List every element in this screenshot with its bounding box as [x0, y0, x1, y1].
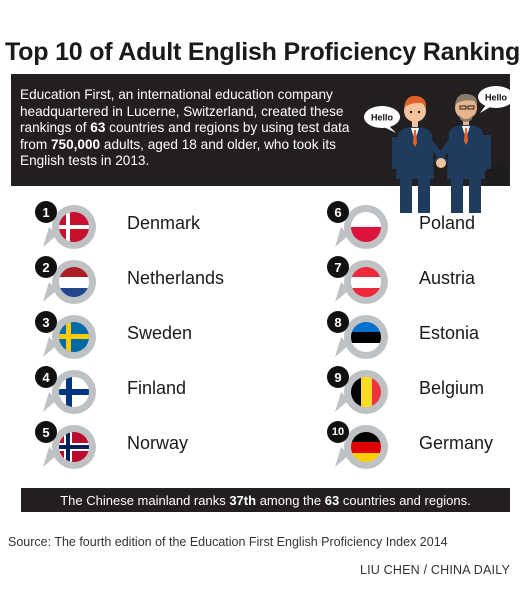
rank-number: 3 — [35, 311, 57, 333]
rank-number: 7 — [327, 256, 349, 278]
rank-number: 1 — [35, 201, 57, 223]
handshake-illustration: Hello Hello — [364, 86, 514, 213]
speech-right-text: Hello — [485, 93, 508, 103]
flag-denmark-icon — [43, 205, 96, 249]
china-rank-bar: The Chinese mainland ranks 37th among th… — [21, 488, 510, 512]
rank-number: 5 — [35, 421, 57, 443]
country-name: Estonia — [419, 323, 480, 343]
footer-text-post: countries and regions. — [342, 492, 471, 508]
man-left-figure — [392, 95, 448, 213]
intro-line-5: English tests in 2013. — [20, 153, 150, 168]
speech-bubble-left: Hello — [364, 106, 400, 133]
rank-number: 10 — [327, 421, 349, 443]
country-name: Norway — [127, 433, 189, 453]
rank-number: 4 — [35, 366, 57, 388]
man-right-figure — [434, 93, 508, 213]
country-name: Finland — [127, 378, 187, 398]
intro-line-2: headquartered in Lucerne, Switzerland, c… — [20, 103, 344, 119]
country-name: Austria — [419, 268, 476, 288]
source-note: Source: The fourth edition of the Educat… — [8, 535, 448, 549]
speech-left-text: Hello — [371, 113, 394, 123]
flag-poland-icon — [335, 205, 388, 249]
country-name: Poland — [419, 213, 476, 233]
intro-line-3b: countries and regions by using test data — [105, 120, 350, 135]
speech-bubble-right: Hello — [478, 86, 514, 113]
credit-line: LIU CHEN / CHINA DAILY — [359, 563, 510, 577]
flag-estonia-icon — [335, 315, 388, 359]
intro-line-1: Education First, an international educat… — [20, 87, 333, 102]
intro-line-4a: from — [20, 136, 51, 152]
flag-germany-icon — [335, 425, 388, 469]
flag-norway-icon — [43, 425, 96, 469]
flag-finland-icon — [43, 370, 96, 414]
rank-number: 6 — [327, 201, 349, 223]
footer-text-pre: The Chinese mainland ranks — [60, 492, 226, 508]
intro-line-3a: rankings of — [20, 120, 91, 135]
adults-count: 750,000 — [50, 136, 101, 152]
country-name: Germany — [419, 433, 494, 453]
footer-text-mid: among the — [259, 492, 322, 508]
flag-sweden-icon — [43, 315, 96, 359]
china-rank: 37th — [229, 492, 257, 508]
total-count: 63 — [324, 492, 340, 508]
country-name: Belgium — [419, 378, 485, 398]
country-name: Denmark — [127, 213, 201, 233]
rank-number: 2 — [35, 256, 57, 278]
rank-number: 8 — [327, 311, 349, 333]
intro-line-4b: adults, aged 18 and older, who took its — [100, 136, 336, 152]
countries-count: 63 — [90, 120, 106, 135]
intro-text: Education First, an international educat… — [20, 87, 375, 170]
rank-number: 9 — [327, 366, 349, 388]
country-name: Netherlands — [127, 268, 225, 288]
flag-austria-icon — [335, 260, 388, 304]
country-name: Sweden — [127, 323, 193, 343]
flag-belgium-icon — [335, 370, 388, 414]
page-title: Top 10 of Adult English Proficiency Rank… — [4, 38, 521, 66]
handshake-hands — [436, 158, 446, 168]
flag-netherlands-icon — [43, 260, 96, 304]
